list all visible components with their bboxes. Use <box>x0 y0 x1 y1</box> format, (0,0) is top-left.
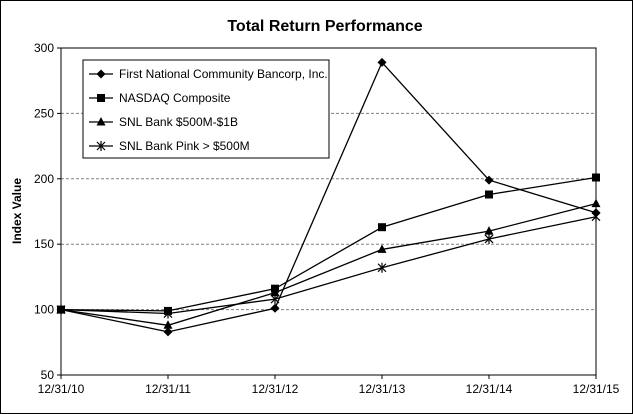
x-tick-label: 12/31/10 <box>38 382 85 396</box>
series <box>57 212 600 319</box>
legend-label: SNL Bank $500M-$1B <box>119 115 238 129</box>
y-tick-label: 100 <box>34 303 54 317</box>
legend-label: SNL Bank Pink > $500M <box>119 139 250 153</box>
y-axis-label: Index Value <box>10 178 24 244</box>
x-tick-label: 12/31/12 <box>252 382 299 396</box>
data-point-diamond <box>271 304 280 313</box>
data-point-triangle <box>592 199 601 208</box>
y-axis-ticks: 50 100 150 200 250 300 <box>34 41 61 382</box>
x-tick-label: 12/31/11 <box>145 382 191 396</box>
data-point-square <box>592 173 600 181</box>
data-point-square <box>485 190 493 198</box>
series-line <box>61 204 596 326</box>
legend: First National Community Bancorp, Inc. NA… <box>83 60 329 158</box>
series-line <box>61 217 596 314</box>
x-tick-label: 12/31/13 <box>359 382 406 396</box>
data-point-asterisk <box>378 263 386 273</box>
x-tick-label: 12/31/15 <box>573 382 620 396</box>
data-point-square <box>378 223 386 231</box>
y-tick-label: 50 <box>41 368 55 382</box>
y-tick-label: 150 <box>34 237 54 251</box>
y-tick-label: 300 <box>34 41 54 55</box>
chart-title: Total Return Performance <box>227 18 422 35</box>
y-tick-label: 250 <box>34 106 54 120</box>
legend-label: First National Community Bancorp, Inc. <box>119 67 328 81</box>
x-tick-label: 12/31/14 <box>466 382 513 396</box>
data-point-square <box>97 94 105 102</box>
y-tick-label: 200 <box>34 172 54 186</box>
legend-label: NASDAQ Composite <box>119 91 231 105</box>
x-axis-ticks: 12/31/10 12/31/11 12/31/12 12/31/13 12/31/14… <box>38 375 620 396</box>
legend-item: First National Community Bancorp, Inc. <box>89 67 328 81</box>
